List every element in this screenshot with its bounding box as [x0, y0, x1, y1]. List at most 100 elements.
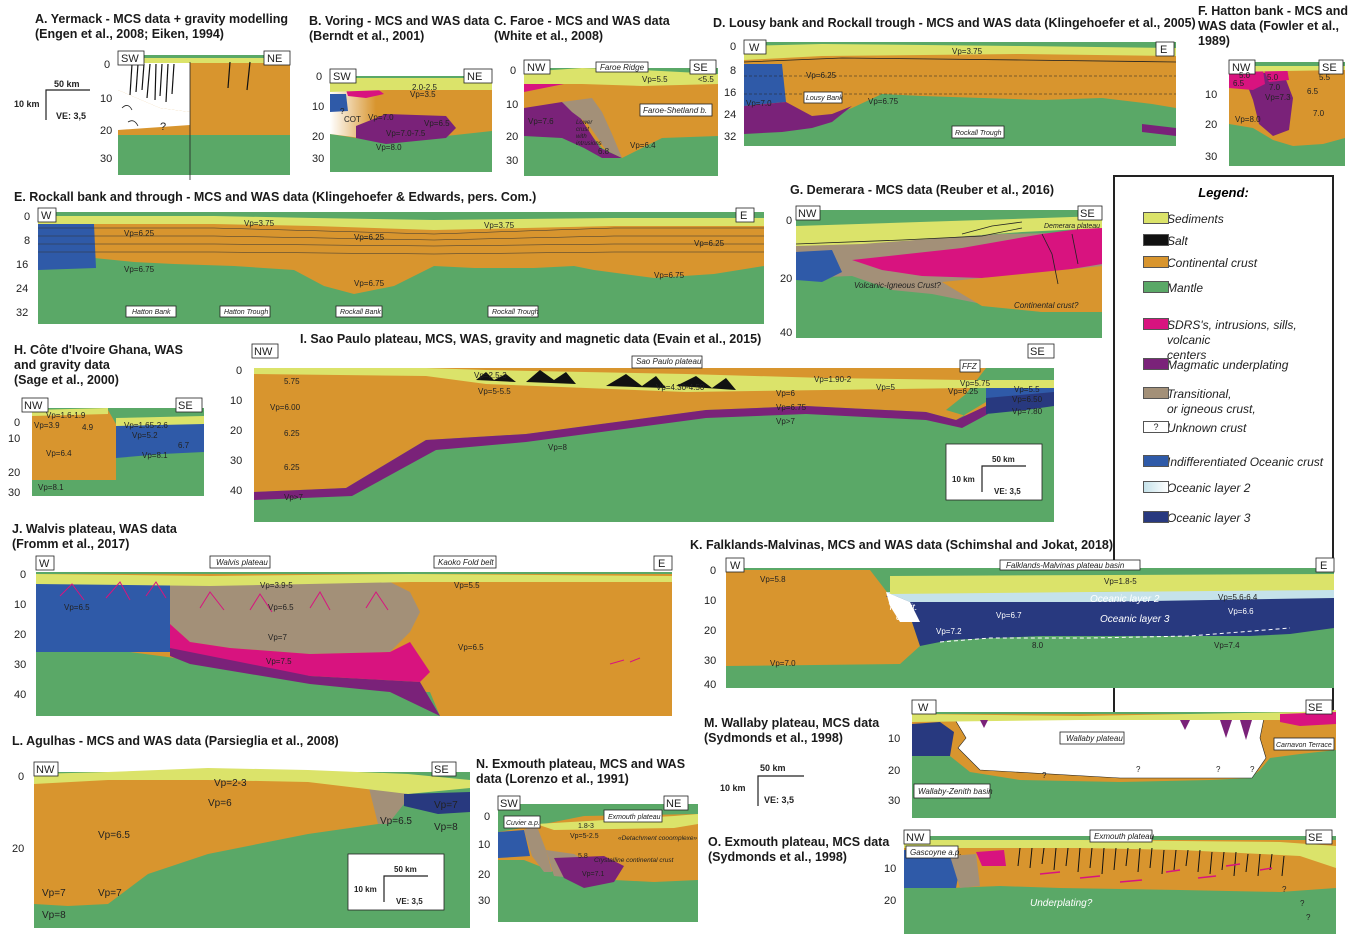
section-l: NW SE 0 20 Vp=2-3 Vp=6 Vp=6.5 Vp=6.5 Vp=…	[12, 761, 470, 928]
section-o: NW SE Gascoyne a.p. Exmouth plateau 10 2…	[884, 829, 1336, 934]
e-label-v2: Vp=6.25	[124, 229, 155, 238]
j-intrusions	[59, 581, 641, 665]
i-label-v19: Vp>7	[284, 493, 303, 502]
m-wp-box	[1059, 731, 1125, 745]
n-transitional	[524, 824, 552, 872]
n-label-dc: «Detachment cooomplexe»	[618, 835, 698, 842]
k-label-v7: 8.0	[1032, 641, 1044, 650]
section-b: SW NE 0 10 20 30 2.0-2.5 Vp=3.5 Vp=7.0 V…	[312, 68, 493, 172]
i-tick-0: 0	[236, 365, 242, 377]
d-label-v4: Vp=6.75	[868, 97, 899, 106]
f-label-v8: Vp=8.0	[1235, 115, 1261, 124]
scale-50km-m: 50 km	[760, 763, 786, 773]
scale-bar-m	[757, 775, 804, 806]
f-label-v7: 6.5	[1307, 87, 1319, 96]
i-label-v14: Vp=6.75	[776, 403, 807, 412]
m-q-1: ?	[1042, 771, 1047, 780]
l-tick-0: 0	[18, 771, 24, 783]
n-dir-left: SW	[500, 798, 518, 810]
j-label-v4: Vp=7	[268, 633, 287, 642]
l-dir-right: SE	[434, 764, 449, 776]
o-sdrs	[976, 850, 1006, 866]
l-label-v2: Vp=6	[208, 798, 232, 809]
f-dir-left: NW	[1232, 62, 1251, 74]
e-oceanic	[38, 224, 96, 270]
d-tick-8: 8	[730, 65, 736, 77]
l-label-v5: Vp=7	[42, 888, 66, 899]
l-scale-10km: 10 km	[354, 885, 377, 894]
m-label-wz: Wallaby-Zenith basin	[918, 787, 993, 796]
o-tick-20: 20	[884, 895, 896, 907]
f-label-v5: 5.0	[1267, 73, 1279, 82]
legend-item-layer2: Oceanic layer 2	[1143, 481, 1250, 496]
f-label-v2: 7.0	[1269, 83, 1281, 92]
legend-item-unknown: ? Unknown crust	[1143, 421, 1246, 436]
c-tick-0: 0	[510, 65, 516, 77]
legend-swatch-transitional	[1143, 387, 1169, 399]
legend-swatch-sdrs	[1143, 318, 1169, 330]
g-continental	[942, 266, 1102, 312]
b-dir-right-box	[463, 68, 493, 84]
o-ep-box	[1089, 829, 1153, 843]
i-label-v5: Vp=1.90-2	[814, 375, 852, 384]
d-tick-16: 16	[724, 87, 736, 99]
g-label-cc: Continental crust?	[1014, 301, 1079, 310]
c-tick-30: 30	[506, 155, 518, 167]
o-dir-left: NW	[906, 832, 925, 844]
b-label-v1: 2.0-2.5	[412, 83, 437, 92]
legend-swatch-mantle	[1143, 281, 1169, 293]
h-dir-left: NW	[24, 400, 43, 412]
k-label-v9: Vp=7.0	[770, 659, 796, 668]
a-sediments	[118, 58, 290, 63]
j-tick-30: 30	[14, 659, 26, 671]
e-sediments	[38, 216, 764, 230]
o-label-ep: Exmouth plateau	[1094, 832, 1155, 841]
title-g: G. Demerara - MCS data (Reuber et al., 2…	[790, 183, 1054, 197]
f-dir-right: SE	[1322, 62, 1337, 74]
j-label-v7: Vp=6.5	[458, 643, 484, 652]
title-f: F. Hatton bank - MCS and WAS data (Fowler…	[1198, 4, 1348, 48]
g-label-vi: Volcanic-Igneous Crust?	[854, 281, 941, 290]
h-label-v8: Vp=8.1	[142, 451, 168, 460]
i-label-v10: Vp=5.5	[1014, 385, 1040, 394]
k-label-v8: Vp=7.4	[1214, 641, 1240, 650]
l-label-v9: Vp=8	[434, 822, 458, 833]
title-m: M. Wallaby plateau, MCS data (Sydmonds et…	[704, 716, 880, 745]
j-tick-10: 10	[14, 599, 26, 611]
e-continental	[38, 222, 764, 294]
legend-item-sediments: Sediments	[1143, 212, 1224, 227]
n-cap-box	[503, 815, 541, 829]
n-ep-box	[603, 809, 663, 823]
f-dir-right-box	[1318, 59, 1344, 75]
a-unknown-crust	[118, 90, 190, 130]
i-sp-box	[631, 355, 703, 369]
h-dir-right-box	[175, 397, 203, 413]
d-label-rockall: Rockall Trough	[955, 130, 1002, 137]
section-h: NW SE 0 10 20 30 Vp=1.6-1.9 Vp=3.9 4.9 V…	[8, 397, 204, 499]
o-dir-right-box	[1305, 829, 1333, 845]
i-ffz-box	[959, 359, 981, 373]
e-ht-box	[219, 305, 271, 318]
d-continental	[744, 50, 1176, 122]
b-tick-30: 30	[312, 153, 324, 165]
j-dir-right-box	[653, 555, 673, 571]
k-oceanic-layer2	[886, 588, 1334, 602]
f-label-v6: 5.5	[1319, 73, 1331, 82]
c-label-lower1: Lower	[576, 120, 593, 126]
j-label-v6: Vp=5.5	[454, 581, 480, 590]
title-l: L. Agulhas - MCS and WAS data (Parsiegli…	[12, 734, 339, 748]
m-label-wp: Wallaby plateau	[1066, 734, 1123, 743]
e-tick-16: 16	[16, 259, 28, 271]
legend-item-continental: Continental crust	[1143, 256, 1257, 271]
section-g: NW SE 0 20 40 Demerara plateau Volcanic-…	[780, 205, 1103, 339]
b-dir-right: NE	[467, 71, 482, 83]
c-label-v4: 6.8	[598, 147, 610, 156]
e-rb-box	[335, 305, 383, 318]
n-label-v4: Vp=7.1	[582, 871, 604, 878]
l-scale-box	[347, 853, 445, 911]
i-label-v4: Vp=4.30-4.50	[656, 383, 705, 392]
e-label-v8: Vp=6.75	[654, 271, 685, 280]
b-label-v2: Vp=3.5	[410, 90, 436, 99]
h-tick-0: 0	[14, 417, 20, 429]
d-tick-0: 0	[730, 41, 736, 53]
